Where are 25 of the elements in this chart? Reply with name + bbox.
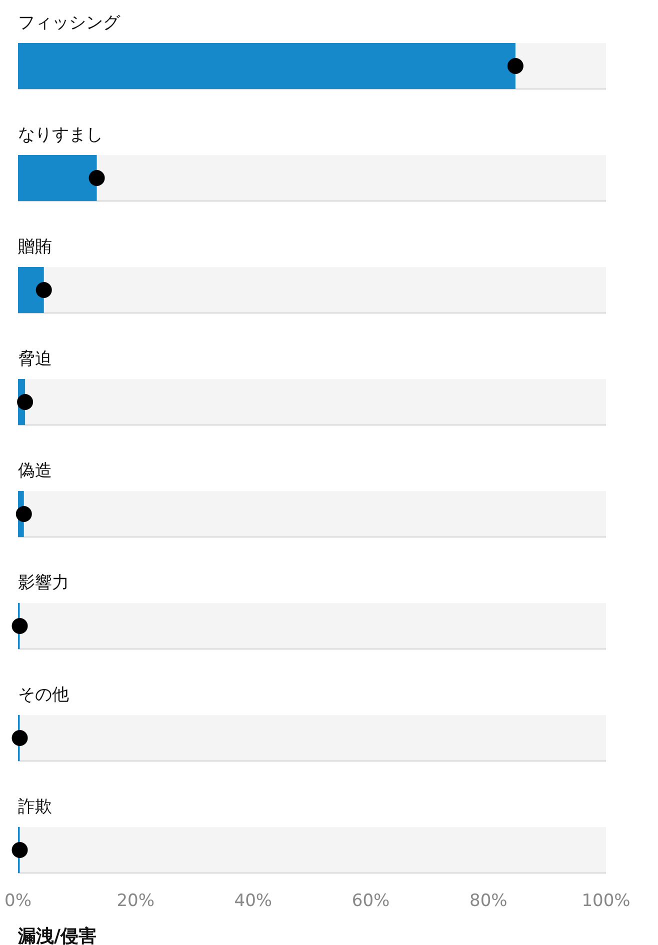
x-tick-label: 60%	[352, 891, 390, 911]
point	[12, 618, 28, 634]
bar	[18, 267, 44, 313]
bar	[18, 155, 97, 201]
y-tick-label: 贈賄	[18, 237, 52, 257]
y-tick-label: なりすまし	[18, 125, 103, 145]
x-tick-label: 100%	[582, 891, 630, 911]
point	[507, 58, 524, 74]
point	[16, 506, 32, 522]
x-tick-label: 40%	[234, 891, 272, 911]
y-tick-label: 詐欺	[18, 797, 52, 817]
y-tick-label: 偽造	[18, 461, 52, 481]
x-tick-label: 80%	[470, 891, 508, 911]
point	[88, 170, 105, 186]
y-tick-label: フィッシング	[18, 13, 121, 33]
y-tick-label: 影響力	[18, 573, 69, 593]
x-tick-label: 20%	[116, 891, 154, 911]
y-tick-label: 脅迫	[18, 349, 52, 369]
x-tick-label: 0%	[4, 891, 32, 911]
point	[12, 730, 28, 746]
point	[17, 394, 34, 410]
x-axis-title: 漏洩/侵害	[17, 926, 97, 945]
point	[36, 282, 52, 298]
point	[12, 842, 28, 858]
y-tick-label: その他	[18, 685, 69, 705]
